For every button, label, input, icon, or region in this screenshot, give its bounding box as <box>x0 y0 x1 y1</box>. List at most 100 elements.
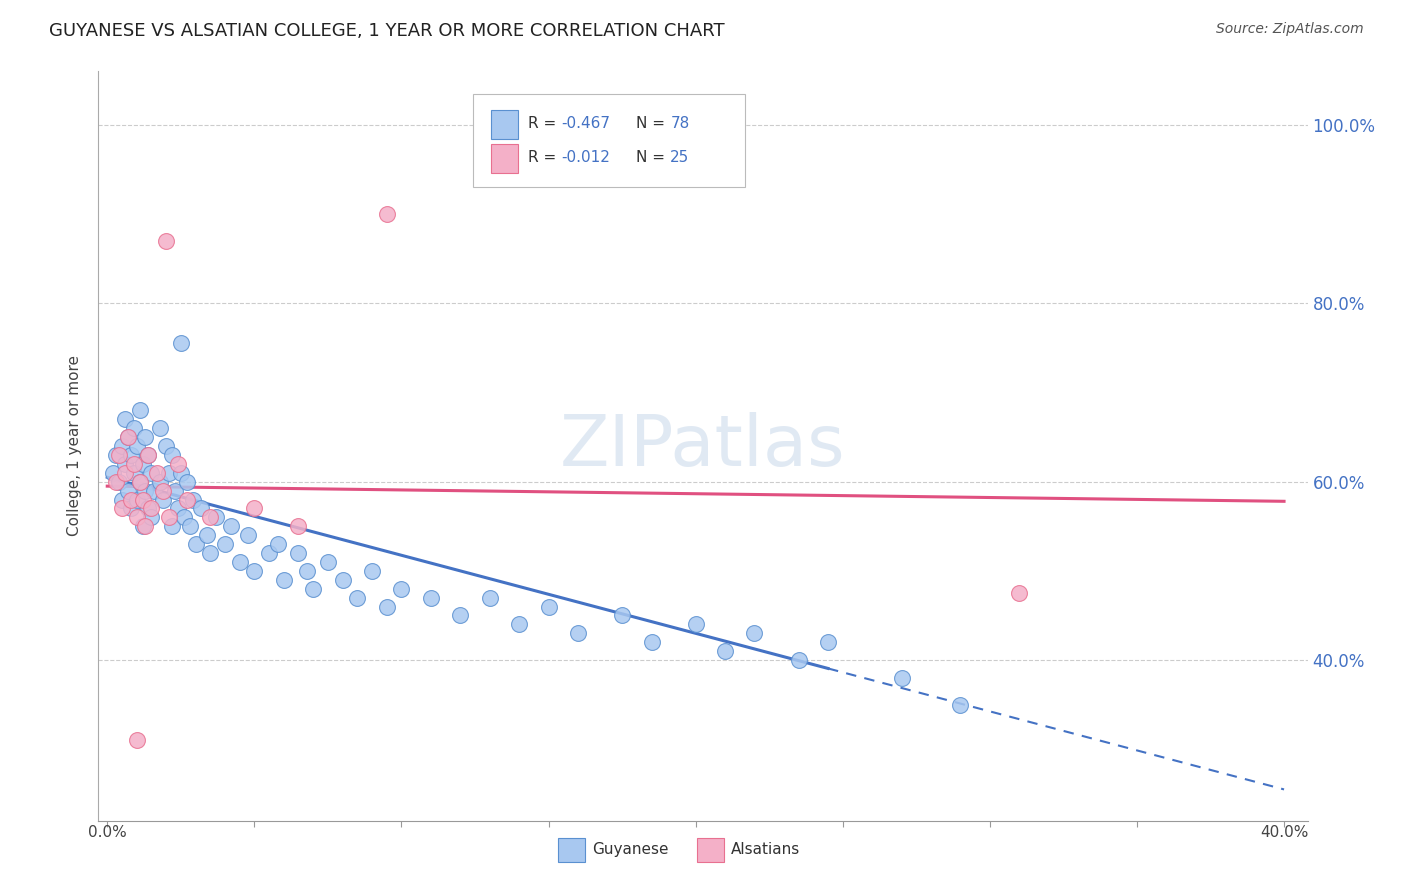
Point <box>375 599 398 614</box>
Point <box>508 617 530 632</box>
Point <box>125 733 148 747</box>
Point <box>131 457 153 471</box>
Point <box>134 483 156 498</box>
Text: 0.0%: 0.0% <box>87 825 127 840</box>
Point <box>108 475 131 489</box>
Point <box>346 591 368 605</box>
Point <box>190 501 212 516</box>
Bar <box>492 111 517 139</box>
Point <box>166 501 188 516</box>
Point <box>131 492 153 507</box>
Point <box>332 573 354 587</box>
Point <box>114 457 136 471</box>
Point <box>101 466 124 480</box>
Point <box>214 537 236 551</box>
Point <box>122 466 145 480</box>
Point <box>890 671 912 685</box>
Point <box>714 644 737 658</box>
Point <box>297 564 319 578</box>
Point <box>146 466 169 480</box>
Point <box>302 582 325 596</box>
Text: Source: ZipAtlas.com: Source: ZipAtlas.com <box>1216 22 1364 37</box>
Point <box>160 448 183 462</box>
Text: GUYANESE VS ALSATIAN COLLEGE, 1 YEAR OR MORE CORRELATION CHART: GUYANESE VS ALSATIAN COLLEGE, 1 YEAR OR … <box>49 22 725 40</box>
Point <box>184 537 207 551</box>
Text: 25: 25 <box>671 150 689 165</box>
Point <box>152 492 174 507</box>
Point <box>257 546 280 560</box>
Point <box>141 510 163 524</box>
Point <box>1008 586 1031 600</box>
Point <box>361 564 384 578</box>
Point <box>685 617 707 632</box>
Point <box>117 430 139 444</box>
Point <box>273 573 295 587</box>
Text: -0.012: -0.012 <box>561 150 610 165</box>
Point <box>111 439 134 453</box>
Point <box>610 608 633 623</box>
Point <box>134 430 156 444</box>
Point <box>205 510 228 524</box>
Point <box>391 582 413 596</box>
Point <box>228 555 250 569</box>
Text: Guyanese: Guyanese <box>592 842 668 857</box>
Point <box>111 501 134 516</box>
Point <box>219 519 242 533</box>
Point <box>243 564 266 578</box>
Point <box>243 501 266 516</box>
Point <box>155 234 177 248</box>
Point <box>176 492 198 507</box>
Point <box>114 466 136 480</box>
Point <box>375 207 398 221</box>
Point <box>149 475 172 489</box>
Point <box>122 457 145 471</box>
Point <box>143 483 166 498</box>
Point <box>744 626 766 640</box>
Point <box>419 591 441 605</box>
Point <box>120 448 142 462</box>
Point <box>449 608 471 623</box>
Point <box>128 475 150 489</box>
Point <box>170 336 193 351</box>
Point <box>170 466 193 480</box>
Point <box>176 475 198 489</box>
Text: -0.467: -0.467 <box>561 116 610 131</box>
Point <box>138 448 160 462</box>
Point <box>125 439 148 453</box>
Text: N =: N = <box>637 150 671 165</box>
Point <box>108 448 131 462</box>
Point <box>200 546 222 560</box>
Text: 78: 78 <box>671 116 689 131</box>
Text: 40.0%: 40.0% <box>1260 825 1308 840</box>
Y-axis label: College, 1 year or more: College, 1 year or more <box>67 356 83 536</box>
Point <box>120 501 142 516</box>
Point <box>787 653 810 667</box>
Point <box>287 519 309 533</box>
Point <box>200 510 222 524</box>
Point <box>117 483 139 498</box>
Point <box>125 492 148 507</box>
FancyBboxPatch shape <box>474 94 745 187</box>
Point <box>567 626 589 640</box>
Text: N =: N = <box>637 116 671 131</box>
Point <box>131 519 153 533</box>
Point <box>122 421 145 435</box>
Point <box>181 492 204 507</box>
Point <box>287 546 309 560</box>
Point <box>111 492 134 507</box>
Text: R =: R = <box>527 150 561 165</box>
Point <box>128 403 150 417</box>
Point <box>537 599 560 614</box>
Point <box>238 528 260 542</box>
Point <box>817 635 839 649</box>
Point <box>141 501 163 516</box>
Point <box>138 501 160 516</box>
Text: Alsatians: Alsatians <box>731 842 800 857</box>
Text: R =: R = <box>527 116 561 131</box>
Point <box>316 555 339 569</box>
Point <box>478 591 501 605</box>
Point <box>267 537 290 551</box>
Point <box>105 475 128 489</box>
Point <box>114 412 136 426</box>
Point <box>138 448 160 462</box>
